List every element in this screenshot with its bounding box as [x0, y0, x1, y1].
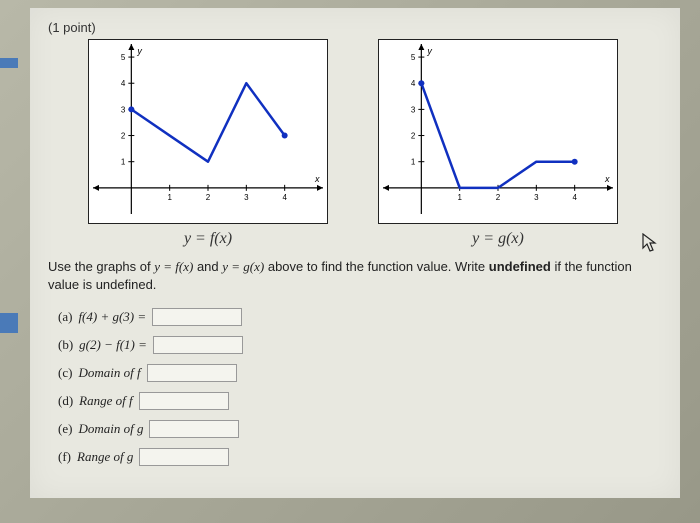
instr-m2: y = g(x) — [222, 259, 264, 274]
svg-text:3: 3 — [411, 105, 416, 114]
graph-f-label: y = f(x) — [184, 230, 232, 248]
question-row: (f) Range of g — [58, 448, 662, 466]
svg-text:2: 2 — [206, 193, 211, 202]
question-row: (a) f(4) + g(3) = — [58, 308, 662, 326]
question-expr: g(2) − f(1) = — [79, 337, 147, 353]
tab-marker — [0, 58, 18, 68]
answer-input[interactable] — [149, 420, 239, 438]
points-label: (1 point) — [48, 20, 662, 35]
instr-m1: y = f(x) — [154, 259, 193, 274]
svg-text:4: 4 — [282, 193, 287, 202]
svg-text:y: y — [136, 46, 142, 56]
question-page: (1 point) 1 2 3 4 1 2 3 4 5 x y y = f(x) 1 2 3 4 1 2 3 4 5… — [30, 8, 680, 498]
svg-text:5: 5 — [121, 53, 126, 62]
instr-and: and — [193, 259, 222, 274]
graphs-container: 1 2 3 4 1 2 3 4 5 x y y = f(x) 1 2 3 4 1 2 3 4 5 x y y = g(x… — [48, 39, 662, 248]
question-letter: (e) — [58, 421, 72, 437]
question-row: (b) g(2) − f(1) = — [58, 336, 662, 354]
svg-text:1: 1 — [411, 158, 416, 167]
question-letter: (a) — [58, 309, 72, 325]
question-expr: f(4) + g(3) = — [78, 309, 146, 325]
instr-bold: undefined — [489, 259, 551, 274]
answer-input[interactable] — [152, 308, 242, 326]
svg-text:2: 2 — [496, 193, 501, 202]
svg-text:1: 1 — [121, 158, 126, 167]
answer-input[interactable] — [153, 336, 243, 354]
svg-text:2: 2 — [411, 132, 416, 141]
left-sidebar-tabs — [0, 8, 22, 523]
svg-text:3: 3 — [244, 193, 249, 202]
question-row: (d) Range of f — [58, 392, 662, 410]
question-expr: Range of f — [79, 393, 132, 409]
svg-text:4: 4 — [572, 193, 577, 202]
answer-input[interactable] — [139, 392, 229, 410]
graph-g-label: y = g(x) — [472, 230, 524, 248]
question-letter: (b) — [58, 337, 73, 353]
cursor-icon — [642, 233, 658, 258]
svg-text:x: x — [314, 174, 320, 184]
graph-f-box: 1 2 3 4 1 2 3 4 5 x y — [88, 39, 328, 224]
question-row: (e) Domain of g — [58, 420, 662, 438]
svg-text:1: 1 — [167, 193, 172, 202]
svg-text:3: 3 — [121, 105, 126, 114]
svg-text:2: 2 — [121, 132, 126, 141]
question-expr: Range of g — [77, 449, 133, 465]
graph-f-wrap: 1 2 3 4 1 2 3 4 5 x y y = f(x) — [88, 39, 328, 248]
question-letter: (c) — [58, 365, 72, 381]
instr-pre: Use the graphs of — [48, 259, 154, 274]
question-expr: Domain of f — [78, 365, 140, 381]
graph-g-svg: 1 2 3 4 1 2 3 4 5 x y — [383, 44, 613, 214]
instructions-text: Use the graphs of y = f(x) and y = g(x) … — [48, 258, 662, 294]
svg-text:4: 4 — [411, 79, 416, 88]
graph-g-box: 1 2 3 4 1 2 3 4 5 x y — [378, 39, 618, 224]
svg-text:y: y — [426, 46, 432, 56]
question-row: (c) Domain of f — [58, 364, 662, 382]
answer-input[interactable] — [147, 364, 237, 382]
svg-text:1: 1 — [457, 193, 462, 202]
question-expr: Domain of g — [78, 421, 143, 437]
instr-post: above to find the function value. Write — [264, 259, 489, 274]
tab-marker — [0, 313, 18, 333]
svg-text:3: 3 — [534, 193, 539, 202]
question-list: (a) f(4) + g(3) = (b) g(2) − f(1) = (c) Domai… — [48, 308, 662, 466]
question-letter: (f) — [58, 449, 71, 465]
svg-text:x: x — [604, 174, 610, 184]
answer-input[interactable] — [139, 448, 229, 466]
question-letter: (d) — [58, 393, 73, 409]
graph-f-svg: 1 2 3 4 1 2 3 4 5 x y — [93, 44, 323, 214]
svg-text:4: 4 — [121, 79, 126, 88]
graph-g-wrap: 1 2 3 4 1 2 3 4 5 x y y = g(x) — [378, 39, 618, 248]
svg-text:5: 5 — [411, 53, 416, 62]
